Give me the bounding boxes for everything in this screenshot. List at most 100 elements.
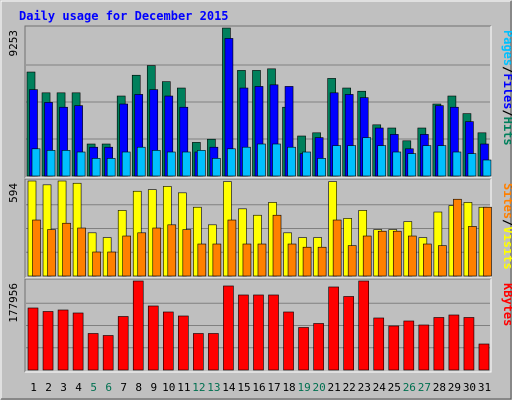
bar-sites-day-8 [137,232,147,277]
bar-pages-day-12 [197,150,206,177]
bar-kbytes-day-2 [42,311,54,371]
x-tick-label-day-15: 15 [237,381,250,394]
x-tick-label-day-21: 21 [328,381,341,394]
bar-kbytes-day-28 [433,317,445,371]
bar-kbytes-day-25 [388,325,400,371]
bar-sites-day-26 [408,235,417,277]
x-tick-label-day-31: 31 [478,381,491,394]
bar-pages-day-4 [76,151,86,177]
bar-sites-day-6 [107,251,116,277]
bar-kbytes-day-31 [478,343,490,371]
legend-files: Files [501,73,512,109]
bar-sites-day-9 [152,227,162,277]
bar-sites-day-14 [227,219,237,277]
legend-label-top: Pages/Files/Hits [501,30,512,146]
legend-label-middle: Sites/Visits [501,183,512,270]
bar-kbytes-day-20 [313,323,324,371]
bar-kbytes-day-18 [283,311,294,371]
x-tick-label-day-16: 16 [252,381,265,394]
bar-pages-day-1 [31,148,41,177]
x-tick-label-day-18: 18 [282,381,295,394]
x-tick-label-day-22: 22 [343,381,356,394]
bar-sites-day-28 [438,245,447,277]
x-tick-label-day-6: 6 [105,381,112,394]
bar-kbytes-day-8 [132,280,144,371]
bar-pages-day-30 [467,153,477,177]
legend-label-bottom: KBytes [501,283,512,326]
bar-pages-day-7 [121,151,131,177]
bar-sites-day-25 [392,230,402,277]
bar-kbytes-day-21 [328,286,339,371]
bar-pages-day-15 [242,146,251,177]
bar-pages-day-8 [136,146,146,177]
bar-kbytes-day-1 [27,307,39,371]
bar-sites-day-19 [302,246,312,277]
bar-sites-day-2 [47,229,56,277]
legend-kbytes: KBytes [501,283,512,326]
bar-sites-day-27 [423,243,432,277]
panel-middle [24,178,492,279]
x-tick-label-day-28: 28 [433,381,446,394]
bar-visits-day-15 [238,208,247,277]
x-tick-label-day-27: 27 [418,381,431,394]
x-tick-label-day-23: 23 [358,381,371,394]
bar-kbytes-day-10 [162,311,174,371]
legend-sites: Sites [501,183,512,219]
bar-sites-day-21 [332,219,342,277]
bar-pages-day-25 [392,151,402,177]
x-tick-label-day-25: 25 [388,381,401,394]
bar-kbytes-day-5 [87,333,99,371]
bar-kbytes-day-17 [268,294,279,371]
bar-pages-day-26 [407,153,417,177]
bar-visits-day-28 [433,211,443,277]
x-tick-label-day-29: 29 [448,381,461,394]
x-tick-label-day-10: 10 [162,381,175,394]
bar-sites-day-7 [122,235,131,277]
bar-sites-day-4 [77,227,86,277]
x-tick-label-day-7: 7 [120,381,127,394]
bar-pages-day-10 [166,151,176,177]
panel-top-edge-dark [24,25,491,178]
bar-pages-day-11 [182,151,191,177]
chart-title: Daily usage for December 2015 [19,9,229,23]
bar-pages-day-21 [332,145,341,177]
bar-kbytes-day-15 [238,294,249,371]
bar-pages-day-5 [91,158,101,177]
bar-sites-day-31 [483,206,492,277]
x-tick-label-day-2: 2 [45,381,52,394]
x-tick-label-day-11: 11 [177,381,190,394]
x-tick-label-day-14: 14 [222,381,236,394]
bar-sites-day-3 [62,222,71,277]
bar-sites-day-20 [317,246,327,277]
bar-sites-day-18 [287,243,297,277]
bar-sites-day-16 [257,243,267,277]
legend-visits: Visits [501,226,512,269]
bar-pages-day-14 [227,148,236,177]
bar-pages-day-6 [106,158,116,177]
bar-pages-day-31 [482,159,492,177]
bar-kbytes-day-3 [57,309,69,371]
x-tick-label-day-9: 9 [150,381,157,394]
x-tick-label-day-24: 24 [373,381,387,394]
panel-bottom-edge-light [25,279,492,373]
legend-pages: Pages [501,30,512,66]
bar-sites-day-1 [32,219,41,277]
bar-pages-day-13 [212,158,221,177]
legend-separator: / [501,66,512,73]
bar-sites-day-29 [453,198,462,277]
bar-kbytes-day-14 [223,285,234,371]
y-axis-scale-labels: 9253 594 177956 [7,30,20,323]
bar-kbytes-day-6 [102,335,114,371]
y-scale-label-middle: 594 [7,183,20,203]
bar-sites-day-13 [212,243,222,277]
bar-pages-day-28 [437,145,447,177]
x-tick-label-day-26: 26 [403,381,416,394]
bar-kbytes-day-13 [208,333,219,371]
bar-kbytes-day-23 [358,280,370,371]
bar-kbytes-day-4 [72,312,84,371]
legend-separator: / [501,219,512,226]
